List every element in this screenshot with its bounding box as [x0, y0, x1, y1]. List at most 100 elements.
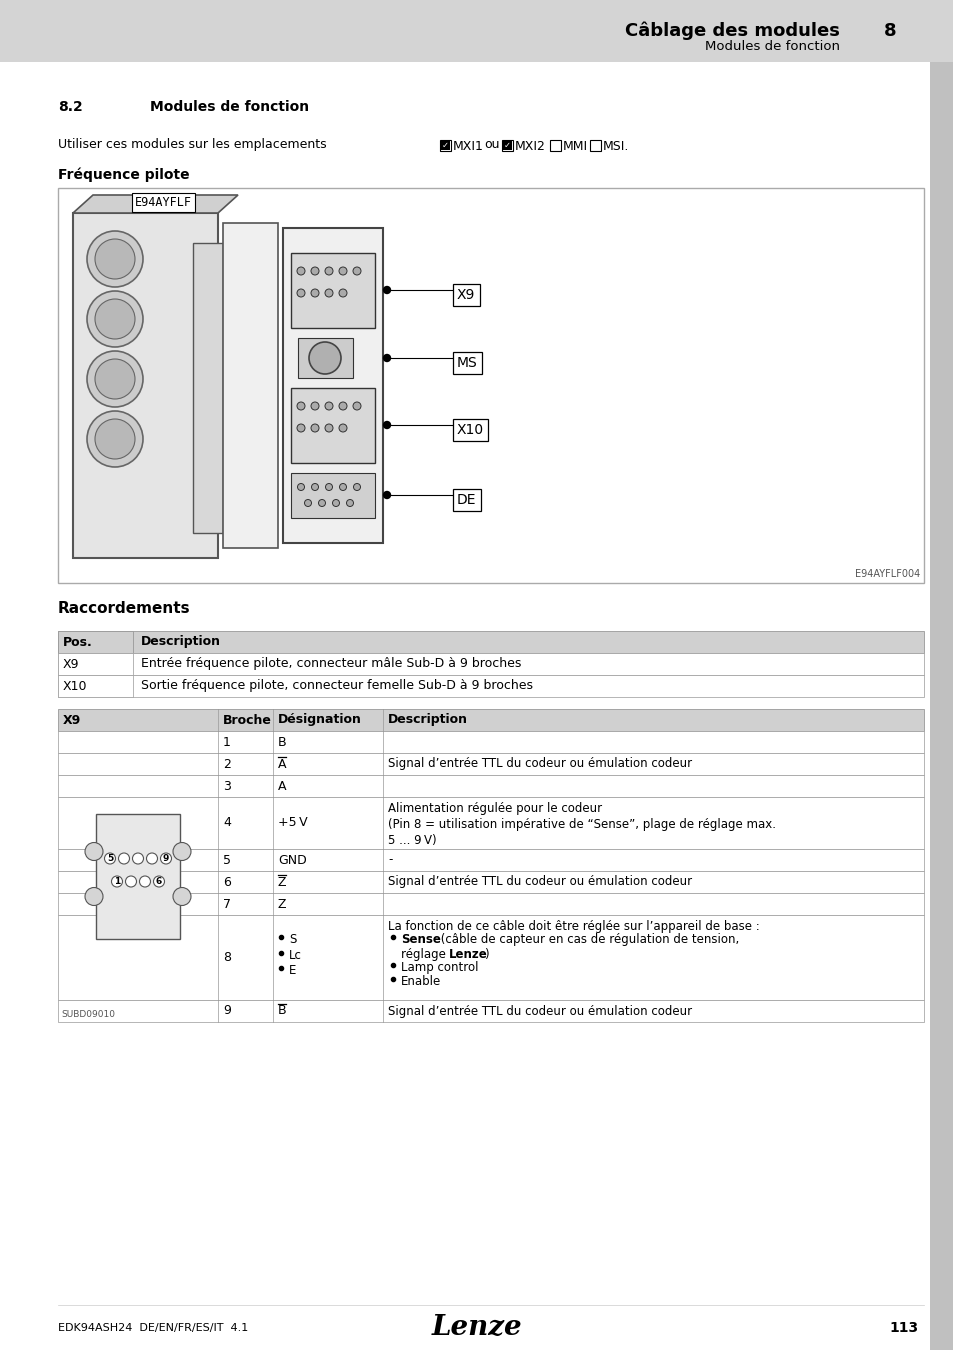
Text: B: B: [277, 736, 286, 748]
Bar: [283, 228, 382, 543]
Text: Câblage des modules: Câblage des modules: [624, 22, 840, 40]
Circle shape: [112, 876, 122, 887]
Text: E: E: [289, 964, 296, 977]
Circle shape: [172, 842, 191, 860]
Text: Description: Description: [141, 636, 221, 648]
Text: Utiliser ces modules sur les emplacements: Utiliser ces modules sur les emplacement…: [58, 138, 326, 151]
Circle shape: [87, 410, 143, 467]
Bar: [58, 775, 923, 796]
Circle shape: [325, 289, 333, 297]
Bar: [58, 630, 132, 653]
Text: réglage: réglage: [400, 948, 449, 961]
Bar: [58, 653, 132, 675]
Text: ✓: ✓: [503, 140, 511, 150]
Text: Sortie fréquence pilote, connecteur femelle Sub-D à 9 broches: Sortie fréquence pilote, connecteur feme…: [141, 679, 533, 693]
Text: 2: 2: [223, 757, 231, 771]
Bar: [58, 709, 923, 730]
Text: 113: 113: [889, 1322, 918, 1335]
Text: 9: 9: [223, 1004, 231, 1018]
Circle shape: [132, 853, 143, 864]
Bar: [0, 0, 953, 62]
Circle shape: [147, 853, 157, 864]
Circle shape: [311, 424, 318, 432]
Circle shape: [95, 418, 135, 459]
Bar: [501, 140, 513, 151]
Circle shape: [311, 267, 318, 275]
Circle shape: [333, 500, 339, 506]
Circle shape: [325, 267, 333, 275]
Bar: [550, 140, 560, 151]
Text: SUBD09010: SUBD09010: [61, 1010, 115, 1019]
Circle shape: [153, 876, 164, 887]
Bar: [58, 653, 923, 675]
Bar: [58, 849, 923, 871]
Bar: [58, 892, 923, 915]
Circle shape: [325, 424, 333, 432]
Text: -: -: [388, 853, 392, 867]
Bar: [193, 243, 223, 533]
Text: Modules de fonction: Modules de fonction: [704, 40, 840, 53]
Polygon shape: [73, 194, 237, 213]
Text: 5 ... 9 V): 5 ... 9 V): [388, 834, 436, 846]
Circle shape: [325, 483, 333, 490]
Circle shape: [339, 483, 346, 490]
Text: ): ): [483, 948, 488, 961]
Text: Alimentation régulée pour le codeur: Alimentation régulée pour le codeur: [388, 802, 601, 815]
Circle shape: [312, 483, 318, 490]
Text: Lenze: Lenze: [449, 948, 487, 961]
Circle shape: [354, 483, 360, 490]
Text: Signal d’entrée TTL du codeur ou émulation codeur: Signal d’entrée TTL du codeur ou émulati…: [388, 1004, 691, 1018]
Bar: [58, 796, 923, 849]
Text: X10: X10: [456, 423, 483, 437]
Text: 6: 6: [155, 878, 162, 886]
Bar: [291, 387, 375, 463]
Circle shape: [297, 483, 304, 490]
Circle shape: [296, 424, 305, 432]
Text: MMI: MMI: [562, 140, 587, 153]
Text: A: A: [277, 757, 286, 771]
Circle shape: [95, 239, 135, 279]
Circle shape: [296, 402, 305, 410]
Text: Description: Description: [388, 714, 468, 726]
Circle shape: [309, 342, 340, 374]
Text: (Pin 8 = utilisation impérative de “Sense”, plage de réglage max.: (Pin 8 = utilisation impérative de “Sens…: [388, 818, 775, 832]
Circle shape: [383, 286, 390, 293]
Circle shape: [87, 351, 143, 406]
Text: ✓: ✓: [441, 140, 449, 150]
Bar: [502, 140, 512, 150]
Bar: [58, 630, 923, 653]
Circle shape: [172, 887, 191, 906]
Circle shape: [325, 402, 333, 410]
Text: ou: ou: [483, 138, 499, 151]
Text: 7: 7: [223, 898, 231, 910]
Text: 4: 4: [223, 817, 231, 829]
Bar: [297, 338, 353, 378]
Bar: [929, 0, 953, 1350]
Text: Entrée fréquence pilote, connecteur mâle Sub-D à 9 broches: Entrée fréquence pilote, connecteur mâle…: [141, 657, 521, 671]
Text: 1: 1: [113, 878, 120, 886]
Text: Z: Z: [277, 898, 286, 910]
Circle shape: [383, 421, 390, 428]
Circle shape: [87, 292, 143, 347]
Text: E94AYFLF004: E94AYFLF004: [854, 568, 919, 579]
Circle shape: [85, 887, 103, 906]
Circle shape: [318, 500, 325, 506]
Circle shape: [85, 842, 103, 860]
Bar: [58, 675, 923, 697]
Circle shape: [126, 876, 136, 887]
Text: X9: X9: [456, 288, 475, 302]
Bar: [440, 140, 450, 150]
Text: E94AYFLF: E94AYFLF: [135, 196, 192, 209]
Text: MXI1: MXI1: [453, 140, 483, 153]
Text: MS: MS: [456, 356, 477, 370]
Bar: [58, 871, 923, 892]
Text: 9: 9: [163, 855, 169, 863]
Bar: [58, 188, 923, 583]
Circle shape: [353, 267, 360, 275]
Text: S: S: [289, 933, 296, 946]
Text: 8: 8: [882, 22, 896, 40]
Text: Fréquence pilote: Fréquence pilote: [58, 167, 190, 182]
Text: (câble de capteur en cas de régulation de tension,: (câble de capteur en cas de régulation d…: [436, 933, 739, 946]
Circle shape: [139, 876, 151, 887]
Bar: [58, 675, 132, 697]
